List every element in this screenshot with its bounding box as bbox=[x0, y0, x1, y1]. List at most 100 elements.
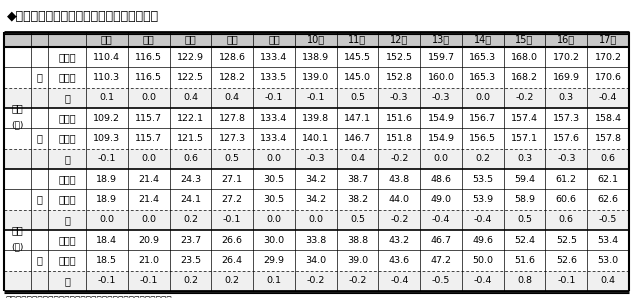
Text: 全　国: 全 国 bbox=[58, 134, 76, 144]
Bar bbox=[462, 67, 504, 88]
Text: -0.1: -0.1 bbox=[265, 93, 283, 102]
Bar bbox=[86, 169, 128, 189]
Text: 0.6: 0.6 bbox=[183, 154, 198, 163]
Text: 埼玉県: 埼玉県 bbox=[58, 235, 76, 245]
Text: 13歳: 13歳 bbox=[432, 35, 450, 44]
Text: 0.4: 0.4 bbox=[601, 276, 616, 285]
Text: 157.3: 157.3 bbox=[553, 114, 580, 123]
Text: 身長: 身長 bbox=[11, 103, 23, 113]
Bar bbox=[420, 32, 462, 47]
Text: 20.9: 20.9 bbox=[138, 236, 159, 245]
Bar bbox=[546, 67, 587, 88]
Text: -0.3: -0.3 bbox=[306, 154, 325, 163]
Bar bbox=[86, 210, 128, 230]
Text: 0.2: 0.2 bbox=[183, 276, 198, 285]
Text: 全　国: 全 国 bbox=[58, 255, 76, 266]
Text: 127.8: 127.8 bbox=[218, 114, 246, 123]
Text: 115.7: 115.7 bbox=[135, 134, 162, 143]
Bar bbox=[48, 230, 86, 250]
Text: -0.2: -0.2 bbox=[515, 93, 534, 102]
Text: 男: 男 bbox=[37, 195, 42, 204]
Bar bbox=[379, 88, 420, 108]
Bar bbox=[211, 108, 253, 128]
Bar bbox=[48, 108, 86, 128]
Text: 30.5: 30.5 bbox=[263, 175, 284, 184]
Bar bbox=[462, 189, 504, 210]
Bar bbox=[211, 149, 253, 169]
Bar bbox=[4, 169, 31, 189]
Text: 139.0: 139.0 bbox=[302, 73, 329, 82]
Bar bbox=[462, 250, 504, 271]
Text: 0.4: 0.4 bbox=[225, 93, 240, 102]
Bar bbox=[295, 128, 337, 149]
Bar bbox=[48, 250, 86, 271]
Bar bbox=[379, 67, 420, 88]
Bar bbox=[128, 210, 170, 230]
Bar bbox=[86, 108, 128, 128]
Text: 43.2: 43.2 bbox=[389, 236, 410, 245]
Bar bbox=[253, 230, 295, 250]
Text: 53.4: 53.4 bbox=[598, 236, 618, 245]
Text: 0.4: 0.4 bbox=[183, 93, 198, 102]
Text: 154.9: 154.9 bbox=[427, 134, 454, 143]
Text: -0.4: -0.4 bbox=[599, 93, 617, 102]
Bar bbox=[462, 271, 504, 291]
Text: 116.5: 116.5 bbox=[135, 53, 162, 62]
Text: 62.6: 62.6 bbox=[598, 195, 618, 204]
Text: -0.1: -0.1 bbox=[223, 215, 241, 224]
Text: (㎢): (㎢) bbox=[11, 121, 23, 130]
Text: 全　国: 全 国 bbox=[58, 72, 76, 83]
Text: 46.7: 46.7 bbox=[430, 236, 451, 245]
Bar bbox=[170, 128, 211, 149]
Text: 60.6: 60.6 bbox=[556, 195, 577, 204]
Bar bbox=[48, 169, 86, 189]
Text: 0.4: 0.4 bbox=[350, 154, 365, 163]
Bar bbox=[128, 88, 170, 108]
Text: -0.5: -0.5 bbox=[599, 215, 617, 224]
Bar bbox=[4, 47, 31, 67]
Bar bbox=[86, 47, 128, 67]
Text: 33.8: 33.8 bbox=[305, 236, 327, 245]
Text: 152.8: 152.8 bbox=[385, 73, 413, 82]
Text: 61.2: 61.2 bbox=[556, 175, 577, 184]
Bar bbox=[504, 47, 546, 67]
Bar bbox=[504, 32, 546, 47]
Bar bbox=[295, 149, 337, 169]
Bar bbox=[31, 271, 48, 291]
Bar bbox=[420, 169, 462, 189]
Bar bbox=[48, 32, 86, 47]
Text: 0.0: 0.0 bbox=[308, 215, 323, 224]
Bar bbox=[546, 108, 587, 128]
Bar bbox=[587, 67, 629, 88]
Text: 34.2: 34.2 bbox=[305, 175, 326, 184]
Bar bbox=[379, 169, 420, 189]
Text: 157.8: 157.8 bbox=[594, 134, 622, 143]
Text: 埼玉県: 埼玉県 bbox=[58, 113, 76, 123]
Bar bbox=[379, 47, 420, 67]
Text: 29.9: 29.9 bbox=[263, 256, 284, 265]
Text: 43.8: 43.8 bbox=[389, 175, 410, 184]
Bar bbox=[546, 271, 587, 291]
Text: -0.3: -0.3 bbox=[557, 154, 575, 163]
Text: ５歳: ５歳 bbox=[101, 35, 113, 44]
Text: 0.6: 0.6 bbox=[601, 154, 616, 163]
Bar bbox=[504, 128, 546, 149]
Text: -0.2: -0.2 bbox=[390, 154, 408, 163]
Text: 0.6: 0.6 bbox=[559, 215, 574, 224]
Text: -0.5: -0.5 bbox=[432, 276, 450, 285]
Bar bbox=[86, 128, 128, 149]
Bar bbox=[170, 189, 211, 210]
Text: 49.6: 49.6 bbox=[472, 236, 493, 245]
Text: 27.2: 27.2 bbox=[222, 195, 242, 204]
Bar bbox=[295, 108, 337, 128]
Bar bbox=[462, 88, 504, 108]
Bar bbox=[86, 67, 128, 88]
Bar bbox=[295, 169, 337, 189]
Text: 138.9: 138.9 bbox=[302, 53, 329, 62]
Bar bbox=[253, 210, 295, 230]
Bar bbox=[504, 67, 546, 88]
Bar bbox=[295, 189, 337, 210]
Text: 139.8: 139.8 bbox=[302, 114, 329, 123]
Bar bbox=[587, 149, 629, 169]
Text: 埼玉県: 埼玉県 bbox=[58, 174, 76, 184]
